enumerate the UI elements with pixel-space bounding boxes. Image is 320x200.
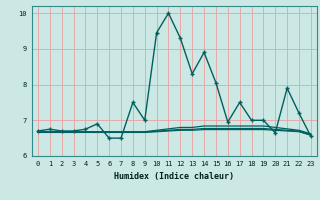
X-axis label: Humidex (Indice chaleur): Humidex (Indice chaleur) (115, 172, 234, 181)
